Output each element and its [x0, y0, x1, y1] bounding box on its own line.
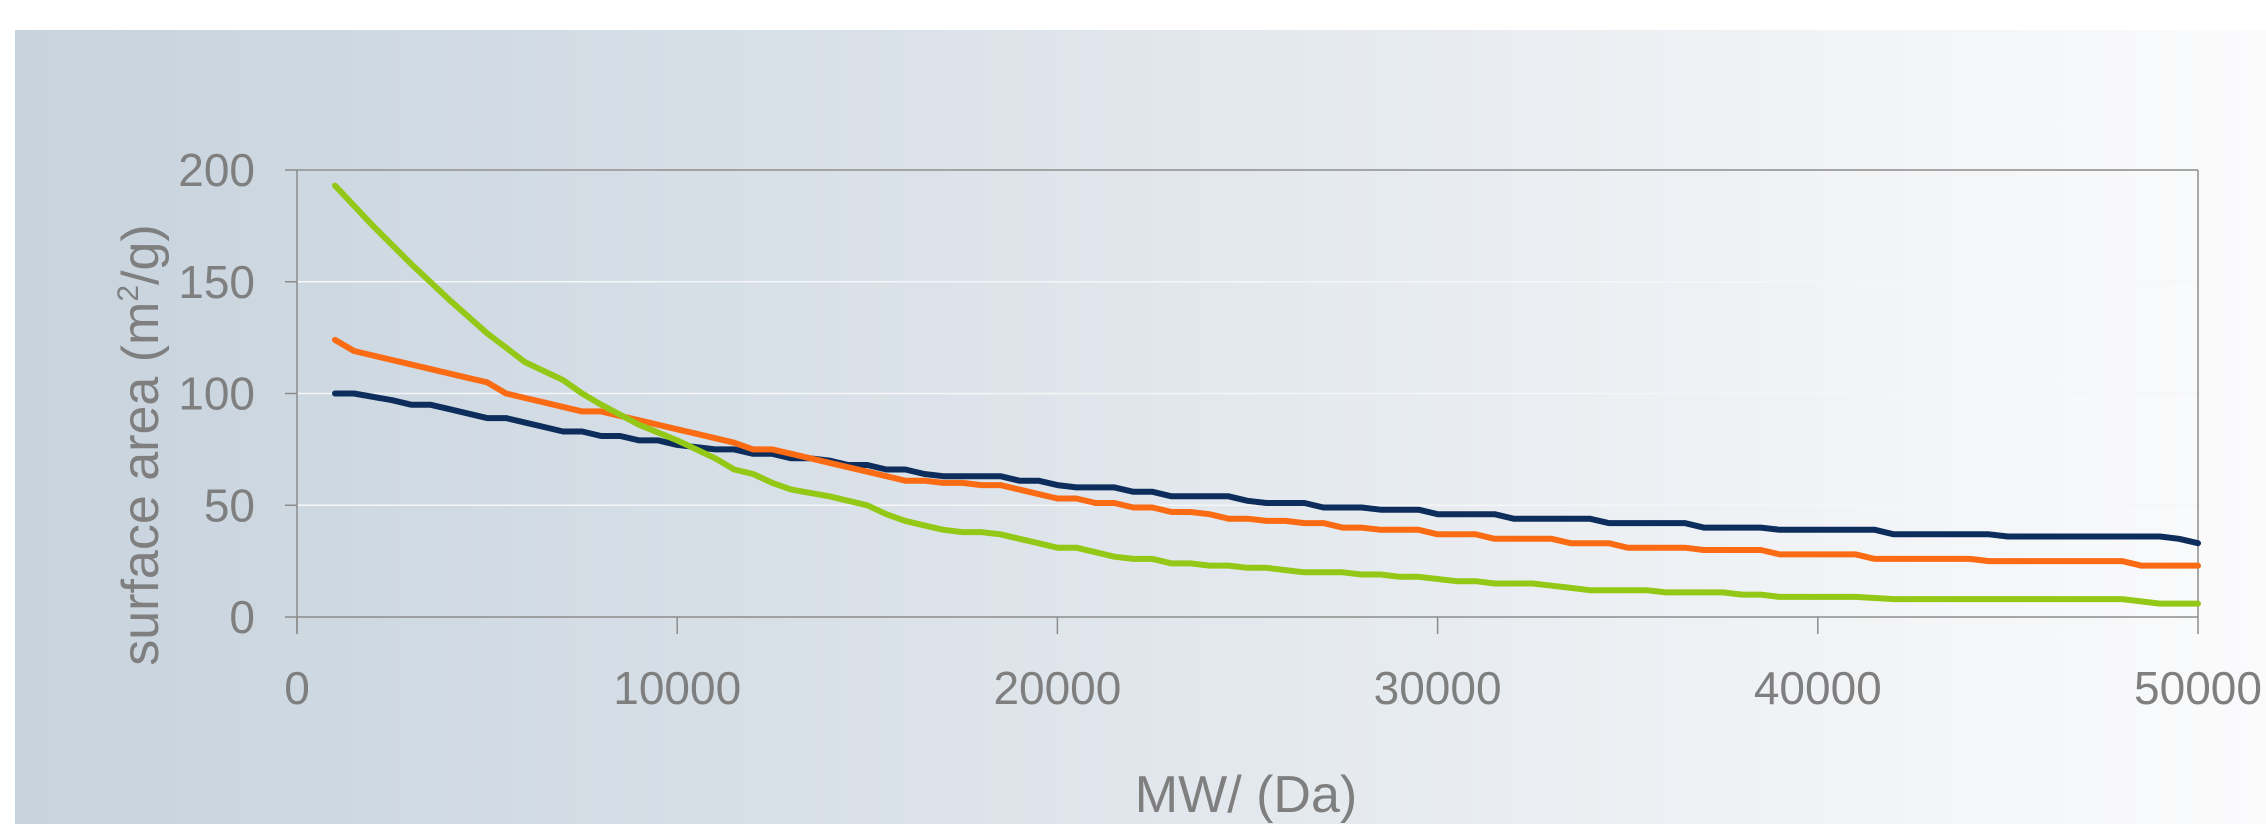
x-tick-label: 10000 — [613, 662, 741, 714]
y-axis-title-superscript: 2 — [112, 285, 145, 302]
x-tick-label: 30000 — [1374, 662, 1502, 714]
y-tick-label: 0 — [229, 591, 255, 643]
y-tick-label: 50 — [204, 479, 255, 531]
y-tick-label: 150 — [178, 256, 255, 308]
y-tick-labels: 0 50 100 150 200 — [178, 144, 255, 643]
y-tick-label: 100 — [178, 368, 255, 420]
y-axis-title: surface area (m2/g) — [112, 224, 170, 666]
series-lines — [332, 182, 2201, 607]
gridlines — [297, 169, 2198, 506]
series-line-3 — [332, 182, 2201, 607]
x-tick-label: 50000 — [2134, 662, 2262, 714]
x-tick-labels: 0 10000 20000 30000 40000 50000 — [284, 662, 2262, 714]
y-axis-title-main: surface area (m — [112, 302, 170, 666]
x-tick-label: 20000 — [993, 662, 1121, 714]
series-line-2 — [332, 336, 2201, 569]
x-tick-label: 0 — [284, 662, 310, 714]
chart-panel — [15, 30, 2266, 824]
y-axis-title-unit: /g) — [112, 224, 170, 285]
y-tick-label: 200 — [178, 144, 255, 196]
x-tick-label: 40000 — [1754, 662, 1882, 714]
series-line-1 — [332, 390, 2201, 547]
x-axis-title: MW/ (Da) — [1135, 766, 1357, 824]
